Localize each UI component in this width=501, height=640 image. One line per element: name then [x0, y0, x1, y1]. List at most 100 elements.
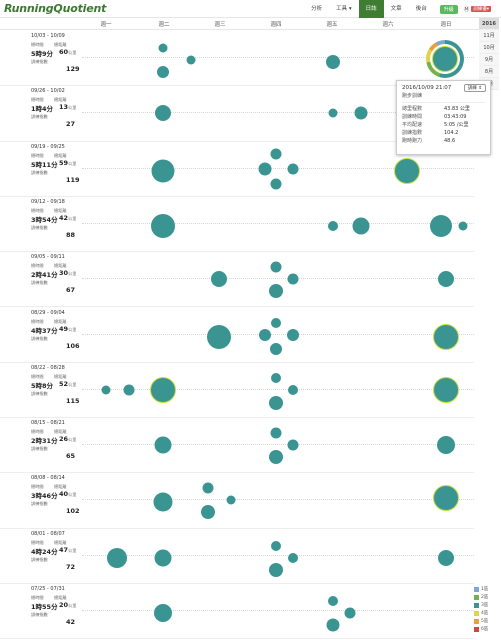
run-bubble[interactable]	[156, 66, 169, 78]
month-item[interactable]: 9月	[479, 54, 499, 66]
nav-analysis[interactable]: 分析	[311, 6, 323, 12]
user-menu[interactable]: Ⓜ 訓練優▾	[464, 5, 491, 13]
month-item[interactable]: 8月	[479, 66, 499, 78]
run-bubble[interactable]	[153, 492, 173, 512]
nav-journal[interactable]: 日誌	[358, 0, 384, 18]
run-bubble[interactable]	[211, 271, 228, 288]
intensity-donut[interactable]	[426, 40, 464, 78]
run-bubble[interactable]	[271, 540, 282, 551]
run-bubble[interactable]	[288, 384, 299, 395]
run-bubble[interactable]	[287, 273, 299, 285]
week-range[interactable]: 07/25 - 07/31	[31, 586, 65, 592]
run-bubble[interactable]	[202, 482, 214, 494]
run-bubble[interactable]	[269, 395, 284, 410]
run-bubble[interactable]	[269, 284, 284, 299]
run-bubble[interactable]	[226, 495, 236, 505]
week-range[interactable]: 09/05 - 09/11	[31, 254, 65, 261]
training-index-label: 訓練指數	[31, 335, 48, 341]
run-bubble[interactable]	[269, 450, 284, 465]
run-bubble[interactable]	[433, 376, 460, 403]
week-range[interactable]: 08/22 - 08/28	[31, 364, 65, 371]
distance-unit: 公里	[68, 105, 77, 111]
run-bubble[interactable]	[270, 427, 282, 439]
run-bubble[interactable]	[153, 604, 172, 622]
run-bubble[interactable]	[107, 547, 128, 568]
run-bubble[interactable]	[123, 384, 135, 396]
popup-mode-select[interactable]: 訓練 ⇕	[463, 84, 486, 92]
run-bubble[interactable]	[271, 317, 282, 328]
nav-admin[interactable]: 後台	[415, 6, 427, 12]
week-range[interactable]: 08/01 - 08/07	[31, 530, 65, 537]
week-range[interactable]: 08/29 - 09/04	[31, 309, 65, 316]
total-distance: 49公里	[59, 325, 76, 333]
week-summary: 07/25 - 07/31	[0, 586, 80, 594]
run-bubble[interactable]	[270, 148, 282, 160]
divider	[82, 278, 474, 280]
total-time-value: 3時54分	[31, 215, 58, 224]
week-range[interactable]: 09/12 - 09/18	[31, 198, 65, 205]
total-distance-value: 40	[59, 490, 69, 499]
run-bubble[interactable]	[271, 372, 282, 383]
selected-run-bubble[interactable]	[432, 46, 458, 72]
month-item[interactable]: 11月	[479, 30, 499, 42]
total-time-label: 總時間	[31, 318, 44, 324]
total-time-value: 1時4分	[31, 105, 54, 114]
month-item[interactable]: 10月	[479, 42, 499, 54]
nav-articles[interactable]: 文章	[390, 6, 402, 12]
run-bubble[interactable]	[433, 323, 460, 350]
run-bubble[interactable]	[393, 157, 420, 184]
legend-label: 4區	[481, 611, 489, 616]
run-bubble[interactable]	[327, 596, 338, 606]
run-bubble[interactable]	[154, 549, 172, 567]
run-bubble[interactable]	[201, 505, 216, 520]
run-bubble[interactable]	[287, 439, 299, 451]
total-time-label: 總時間	[31, 595, 44, 600]
run-bubble[interactable]	[258, 162, 272, 176]
run-bubble[interactable]	[344, 607, 356, 619]
training-index-label: 訓練指數	[31, 280, 48, 286]
run-bubble[interactable]	[458, 221, 468, 231]
run-bubble[interactable]	[438, 271, 455, 288]
run-bubble[interactable]	[352, 217, 370, 235]
run-bubble[interactable]	[258, 328, 271, 341]
run-bubble[interactable]	[354, 106, 368, 120]
run-bubble[interactable]	[207, 324, 232, 349]
run-bubble[interactable]	[270, 261, 282, 273]
run-bubble[interactable]	[287, 163, 299, 175]
week-range[interactable]: 08/08 - 08/14	[31, 475, 65, 482]
run-bubble[interactable]	[433, 485, 460, 512]
run-bubble[interactable]	[325, 55, 340, 69]
logo[interactable]: RunningQuotient	[4, 2, 107, 15]
run-bubble[interactable]	[326, 618, 340, 632]
run-bubble[interactable]	[270, 342, 283, 355]
week-range[interactable]: 09/19 - 09/25	[31, 143, 65, 150]
run-bubble[interactable]	[158, 43, 168, 53]
run-bubble[interactable]	[437, 436, 456, 455]
run-bubble[interactable]	[429, 214, 452, 237]
run-bubble[interactable]	[287, 328, 300, 341]
run-detail-popup: 2016/10/09 21:07 跑步訓練 訓練 ⇕ 總里程數 43.83 公里訓…	[396, 80, 491, 155]
run-bubble[interactable]	[149, 376, 176, 403]
upgrade-button[interactable]: 升級	[439, 4, 458, 14]
popup-stat-label: 跑時跑力	[402, 138, 423, 144]
run-bubble[interactable]	[270, 178, 282, 190]
run-bubble[interactable]	[328, 108, 338, 118]
week-range[interactable]: 10/03 - 10/09	[31, 33, 65, 39]
run-bubble[interactable]	[327, 220, 338, 231]
run-bubble[interactable]	[154, 436, 172, 454]
run-bubble[interactable]	[186, 55, 196, 65]
run-bubble[interactable]	[101, 385, 111, 395]
run-bubble[interactable]	[269, 562, 284, 577]
year-item[interactable]: 2016	[479, 18, 499, 30]
nav-tools[interactable]: 工具 ▾	[329, 0, 359, 18]
total-distance-value: 42	[59, 213, 69, 222]
run-bubble[interactable]	[150, 213, 175, 238]
week-range[interactable]: 08/15 - 08/21	[31, 420, 65, 427]
run-bubble[interactable]	[151, 159, 175, 183]
run-bubble[interactable]	[288, 552, 299, 563]
run-bubble[interactable]	[154, 105, 171, 122]
week-range[interactable]: 09/26 - 10/02	[31, 88, 65, 95]
total-distance: 20公里	[59, 601, 76, 609]
run-bubble[interactable]	[438, 549, 455, 566]
total-distance-value: 30	[59, 269, 69, 278]
